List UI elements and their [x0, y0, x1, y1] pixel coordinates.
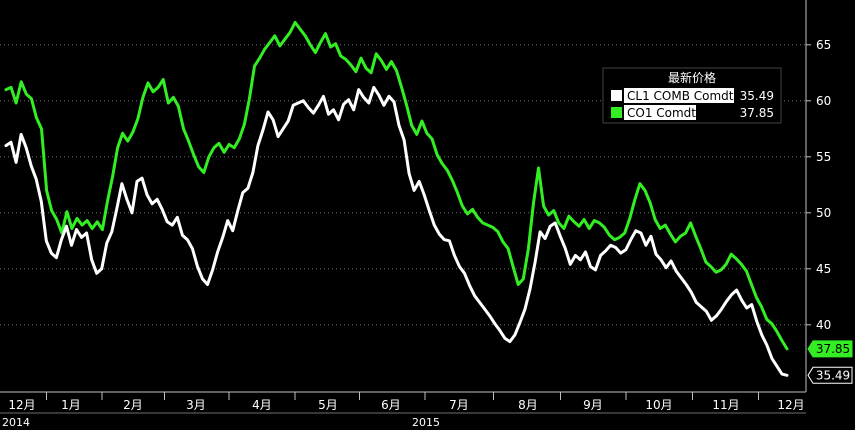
legend-title: 最新价格	[668, 70, 716, 85]
y-tick-label: 50	[816, 206, 831, 220]
x-month-label: 9月	[583, 398, 603, 412]
last-value-tag-text: 35.49	[816, 368, 850, 382]
last-value-tag-bg	[807, 366, 853, 384]
series-line-co1	[4, 20, 789, 351]
x-month-label: 7月	[449, 398, 469, 412]
last-value-labels: 37.85 35.49	[807, 340, 853, 384]
y-tick-label: 40	[816, 318, 831, 332]
x-month-label: 4月	[252, 398, 272, 412]
last-value-tag-co1: 37.85	[807, 340, 853, 358]
legend-name-cl1: CL1 COMB Comdty	[627, 89, 741, 103]
x-axis-ticks: 12月 1月 2月 3月 4月 5月 6月 7月 8月 9月 10月 11月 12月 2014 2015	[0, 392, 806, 429]
legend-value-co1: 37.85	[740, 106, 774, 120]
x-month-label: 6月	[381, 398, 401, 412]
legend-swatch-co1	[611, 107, 622, 118]
y-tick-label: 60	[816, 94, 831, 108]
legend-name-co1: CO1 Comdty	[627, 106, 703, 120]
y-tick-label: 65	[816, 38, 831, 52]
last-value-tag-cl1: 35.49	[807, 366, 853, 384]
x-month-label: 10月	[645, 398, 672, 412]
x-month-label: 11月	[712, 398, 739, 412]
x-year-label: 2014	[2, 416, 30, 429]
x-month-label: 2月	[123, 398, 143, 412]
x-month-label: 5月	[318, 398, 338, 412]
legend[interactable]: 最新价格 CL1 COMB Comdty 35.49 CO1 Comdty 37…	[602, 67, 782, 124]
x-year-label: 2015	[412, 416, 440, 429]
last-value-tag-bg	[807, 340, 853, 358]
last-value-tag-text: 37.85	[816, 342, 850, 356]
x-month-label: 1月	[61, 398, 81, 412]
series-lines	[4, 20, 789, 377]
x-month-label: 8月	[518, 398, 538, 412]
legend-swatch-cl1	[611, 90, 622, 101]
series-line-cl1	[4, 85, 789, 377]
x-month-label: 3月	[186, 398, 206, 412]
y-tick-label: 45	[816, 262, 831, 276]
x-month-label: 12月	[8, 398, 35, 412]
legend-name-bg-co1	[624, 105, 696, 120]
legend-value-cl1: 35.49	[740, 89, 774, 103]
y-tick-label: 55	[816, 150, 831, 164]
legend-name-bg-cl1	[624, 88, 734, 103]
x-month-label: 12月	[777, 398, 804, 412]
y-axis-ticks: 40 45 50 55 60 65	[806, 38, 831, 332]
